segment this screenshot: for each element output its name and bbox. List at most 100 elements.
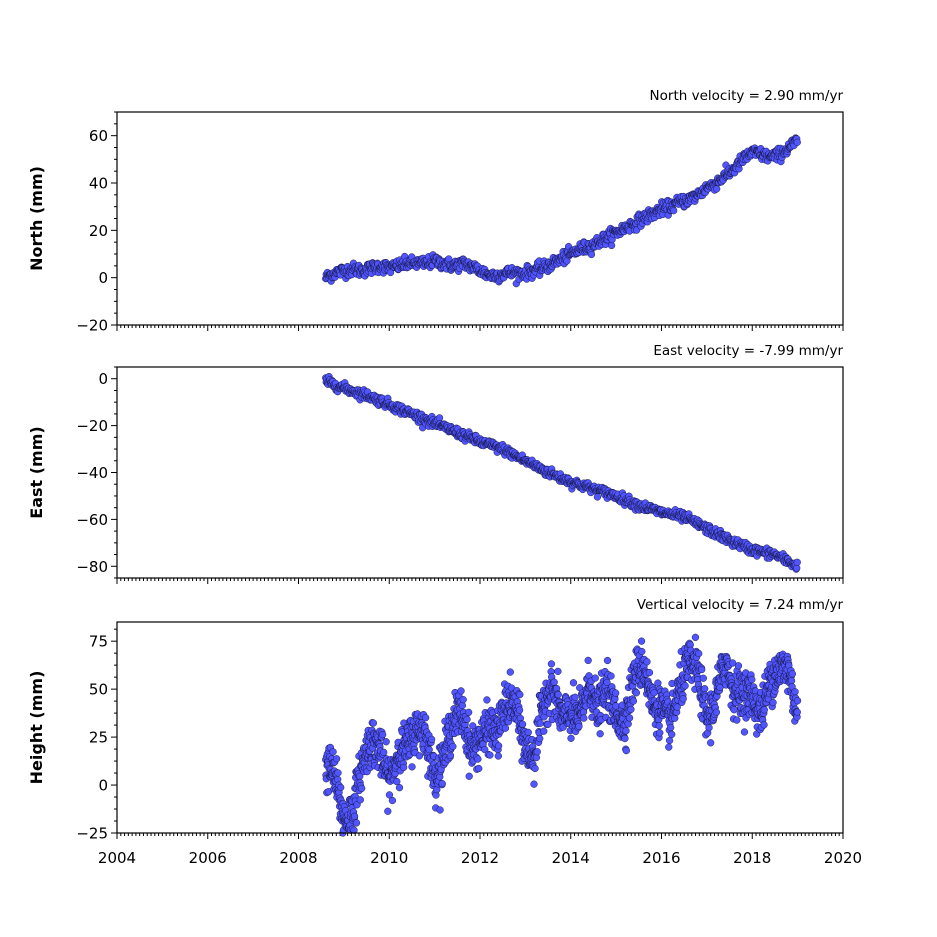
data-point bbox=[524, 728, 532, 736]
data-point bbox=[656, 729, 664, 737]
data-point bbox=[459, 696, 467, 704]
data-point bbox=[494, 752, 502, 760]
data-point bbox=[422, 714, 430, 722]
data-point bbox=[388, 796, 397, 805]
data-point bbox=[622, 746, 630, 755]
north-velocity-title: North velocity = 2.90 mm/yr bbox=[650, 88, 844, 104]
y-tick-label: −40 bbox=[76, 464, 108, 482]
data-point bbox=[438, 780, 446, 788]
data-point bbox=[358, 784, 366, 793]
data-point bbox=[625, 714, 634, 722]
x-tick-label: 2010 bbox=[370, 849, 408, 867]
data-point bbox=[575, 722, 583, 730]
data-point bbox=[705, 724, 713, 732]
data-point bbox=[793, 708, 801, 716]
x-tick-label: 2014 bbox=[552, 849, 590, 867]
data-point bbox=[691, 633, 700, 641]
data-point bbox=[380, 748, 388, 756]
data-point bbox=[584, 656, 592, 665]
data-point bbox=[428, 735, 436, 743]
data-point bbox=[624, 720, 632, 728]
x-tick-label: 2020 bbox=[824, 849, 862, 867]
x-tick-label: 2006 bbox=[189, 849, 227, 867]
data-point bbox=[408, 763, 416, 771]
data-point bbox=[465, 708, 473, 716]
data-point bbox=[531, 764, 539, 773]
x-tick-label: 2016 bbox=[642, 849, 680, 867]
height-data-points bbox=[322, 633, 802, 837]
data-point bbox=[393, 777, 401, 786]
data-point bbox=[536, 719, 544, 727]
y-tick-label: −20 bbox=[76, 417, 108, 435]
data-point bbox=[712, 708, 721, 716]
data-point bbox=[681, 682, 689, 690]
data-point bbox=[332, 755, 341, 763]
data-point bbox=[748, 675, 756, 684]
data-point bbox=[494, 742, 503, 750]
data-point bbox=[516, 691, 524, 699]
data-point bbox=[713, 185, 721, 193]
data-point bbox=[622, 727, 630, 735]
north-y-axis-label: North (mm) bbox=[27, 166, 46, 271]
data-point bbox=[580, 714, 588, 722]
data-point bbox=[415, 752, 424, 760]
data-point bbox=[550, 678, 558, 686]
data-point bbox=[760, 721, 768, 729]
data-point bbox=[399, 763, 408, 772]
data-point bbox=[567, 734, 575, 742]
data-point bbox=[730, 706, 738, 714]
data-point bbox=[506, 668, 514, 676]
data-point bbox=[638, 647, 646, 656]
x-tick-label: 2018 bbox=[733, 849, 771, 867]
data-point bbox=[787, 677, 796, 685]
data-point bbox=[769, 698, 777, 707]
data-point bbox=[436, 806, 444, 814]
x-tick-label: 2004 bbox=[98, 849, 136, 867]
data-point bbox=[369, 719, 377, 727]
y-tick-label: 20 bbox=[89, 222, 108, 240]
data-point bbox=[740, 728, 749, 736]
north-plot-frame bbox=[116, 111, 844, 326]
data-point bbox=[571, 693, 579, 701]
data-point bbox=[621, 734, 629, 743]
y-tick-label: 0 bbox=[98, 777, 108, 795]
data-point bbox=[668, 730, 676, 738]
data-point bbox=[463, 715, 471, 723]
data-point bbox=[679, 695, 687, 703]
north-data-points bbox=[322, 134, 801, 288]
east-y-axis-label: East (mm) bbox=[27, 426, 46, 518]
north-axis-ticks: −20 0 20 40 60 bbox=[76, 111, 844, 335]
data-point bbox=[395, 784, 404, 792]
data-point bbox=[384, 807, 392, 815]
y-tick-label: 0 bbox=[98, 269, 108, 287]
data-point bbox=[474, 755, 482, 763]
data-point bbox=[643, 658, 651, 666]
data-point bbox=[791, 688, 799, 696]
data-point bbox=[356, 796, 364, 804]
data-point bbox=[518, 720, 527, 728]
y-tick-label: −60 bbox=[76, 511, 108, 529]
y-tick-label: −80 bbox=[76, 558, 108, 576]
data-point bbox=[612, 689, 620, 697]
data-point bbox=[701, 685, 709, 693]
data-point bbox=[457, 687, 465, 695]
data-point bbox=[569, 679, 578, 687]
data-point bbox=[540, 727, 548, 735]
y-tick-label: 0 bbox=[98, 370, 108, 388]
y-tick-label: 75 bbox=[89, 633, 108, 651]
y-tick-label: −25 bbox=[76, 825, 108, 843]
data-point bbox=[379, 730, 387, 739]
data-point bbox=[632, 689, 640, 697]
data-point bbox=[733, 716, 741, 724]
data-point bbox=[627, 705, 635, 713]
north-panel: North velocity = 2.90 mm/yr North (mm) −… bbox=[27, 88, 844, 335]
data-point bbox=[334, 769, 342, 777]
data-point bbox=[554, 667, 562, 675]
data-point bbox=[501, 724, 510, 732]
data-point bbox=[788, 670, 796, 678]
data-point bbox=[667, 723, 675, 732]
data-point bbox=[671, 714, 679, 722]
data-point bbox=[547, 660, 556, 668]
data-point bbox=[530, 780, 538, 788]
height-panel: Vertical velocity = 7.24 mm/yr Height (m… bbox=[27, 597, 862, 867]
